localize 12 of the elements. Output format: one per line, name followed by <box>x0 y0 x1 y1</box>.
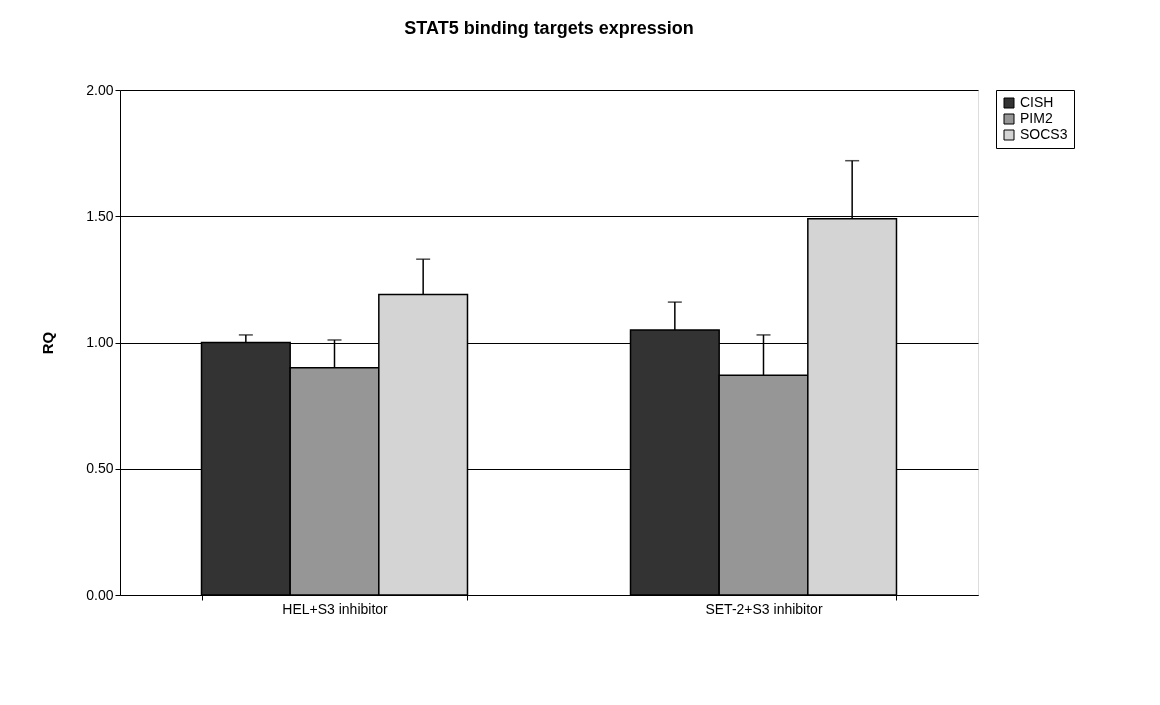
y-axis-title: RQ <box>39 331 57 355</box>
y-tick-label: 0.50 <box>86 460 114 477</box>
y-tick-label: 2.00 <box>86 81 114 98</box>
x-tick-label: HEL+S3 inhibitor <box>282 600 389 617</box>
chart-title: STAT5 binding targets expression <box>404 18 694 38</box>
y-tick-label: 1.00 <box>86 334 114 350</box>
legend-label: PIM2 <box>1020 110 1053 126</box>
legend-label: CISH <box>1020 94 1054 110</box>
legend-label: SOCS3 <box>1020 126 1068 142</box>
x-tick-label: SET-2+S3 inhibitor <box>705 600 823 617</box>
y-tick-label: 1.50 <box>86 207 114 224</box>
y-tick-label: 0.00 <box>86 586 114 603</box>
